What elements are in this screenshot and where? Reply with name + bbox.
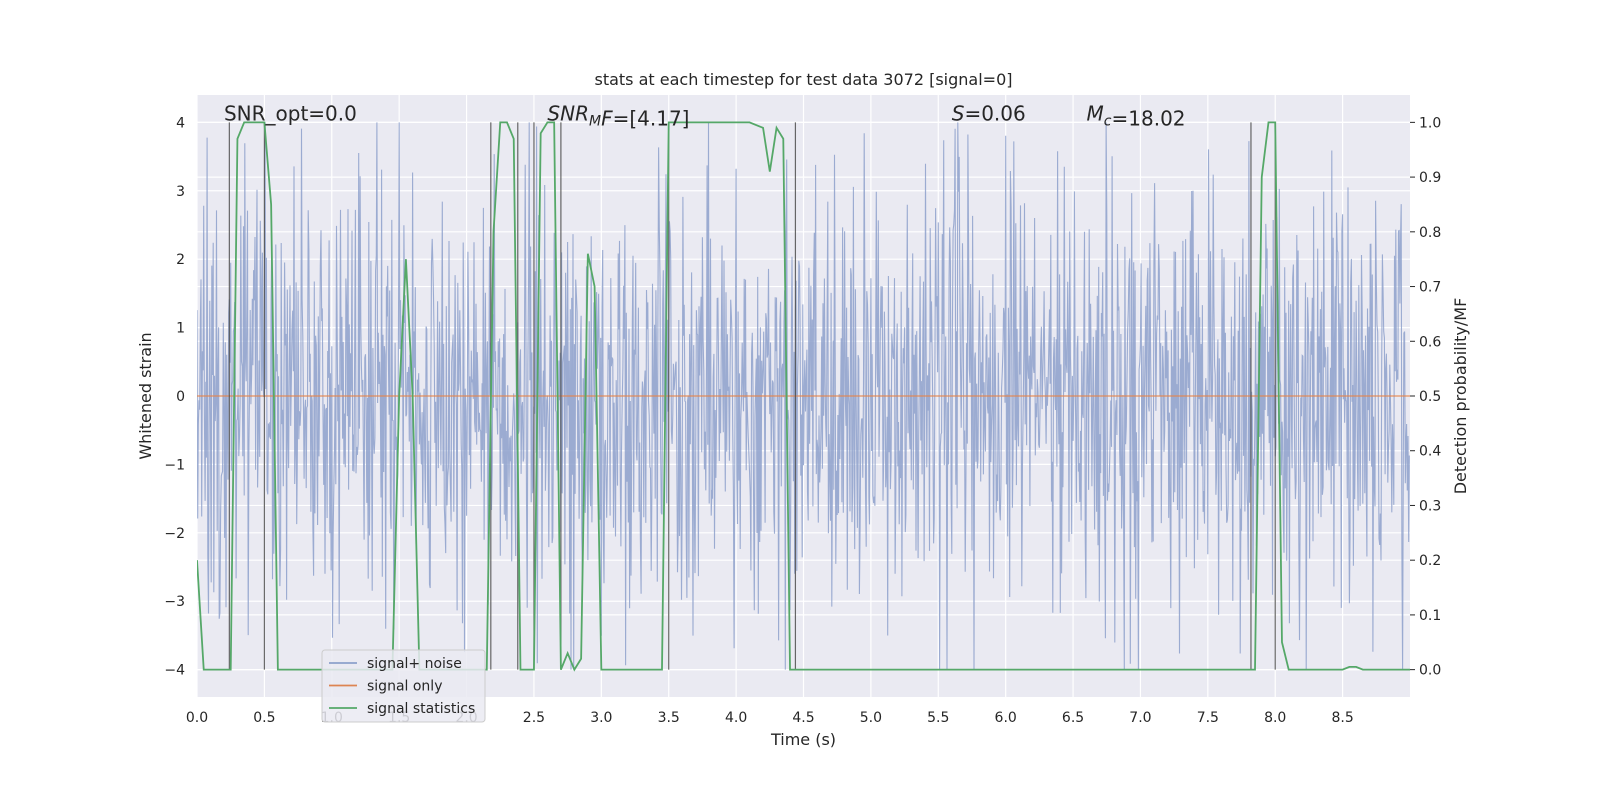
x-tick-label: 5.5	[927, 710, 949, 726]
y-tick-label: 3	[176, 184, 185, 200]
x-tick-label: 8.0	[1264, 710, 1286, 726]
x-tick-label: 0.5	[253, 710, 275, 726]
annotation-part: =[4.17]	[613, 106, 690, 130]
legend-box	[321, 649, 486, 723]
y-tick-label-right: 0.1	[1419, 608, 1441, 624]
x-tick-label: 7.0	[1129, 710, 1151, 726]
legend: signal+ noise signal only signal statist…	[321, 649, 486, 723]
y-tick-label-right: 0.8	[1419, 225, 1441, 241]
y-tick-label-right: 0.7	[1419, 280, 1441, 296]
annotation-part: M	[1087, 101, 1104, 125]
x-axis-label: Time (s)	[770, 730, 836, 749]
y-tick-label: 4	[176, 115, 185, 131]
y-tick-label-right: 0.9	[1419, 170, 1441, 186]
y-tick-label-right: 0.0	[1419, 663, 1441, 679]
legend-label-statistics: signal statistics	[367, 701, 475, 717]
y-tick-label: 0	[176, 389, 185, 405]
annotation: SNR_opt=0.0	[224, 101, 357, 125]
x-tick-label: 3.5	[658, 710, 680, 726]
y-tick-label: 1	[176, 321, 185, 337]
x-tick-label: 3.0	[590, 710, 612, 726]
y-tick-label-right: 0.5	[1419, 389, 1441, 405]
noise-trace	[197, 122, 1410, 670]
y-tick-label: −3	[164, 594, 185, 610]
y-tick-label: −1	[164, 457, 185, 473]
x-tick-label: 8.5	[1331, 710, 1353, 726]
annotation-part: =0.06	[964, 101, 1025, 125]
y-tick-label-right: 0.6	[1419, 334, 1441, 350]
annotation: S=0.06	[952, 101, 1026, 125]
x-tick-label: 7.5	[1197, 710, 1219, 726]
x-tick-label: 4.5	[792, 710, 814, 726]
chart-title: stats at each timestep for test data 307…	[594, 70, 1012, 89]
annotation-part: F	[601, 106, 613, 130]
y-tick-label: 2	[176, 252, 185, 268]
x-tick-label: 6.0	[995, 710, 1017, 726]
annotation-part: M	[589, 113, 601, 129]
annotations: SNR_opt=0.0 SNRMF=[4.17] S=0.06 Mc=18.02	[224, 101, 1186, 130]
y-tick-label-right: 0.4	[1419, 444, 1441, 460]
y-tick-label: −4	[164, 663, 185, 679]
y-axis-label-right: Detection probability/MF	[1451, 298, 1470, 495]
y-axis-label: Whitened strain	[136, 332, 155, 459]
annotation: Mc=18.02	[1087, 101, 1186, 130]
legend-label-signal-only: signal only	[367, 679, 442, 695]
annotation-part: =18.02	[1112, 106, 1186, 130]
x-tick-label: 4.0	[725, 710, 747, 726]
annotation: SNRMF=[4.17]	[547, 101, 689, 130]
x-tick-label: 2.5	[523, 710, 545, 726]
x-tick-label: 5.0	[860, 710, 882, 726]
x-tick-label: 6.5	[1062, 710, 1084, 726]
y-tick-label-right: 0.3	[1419, 498, 1441, 514]
y-tick-label: −2	[164, 526, 185, 542]
annotation-part: SNR_opt=0.0	[224, 101, 357, 125]
annotation-part: c	[1104, 113, 1112, 129]
signal-statistics-layer	[197, 121, 1410, 672]
legend-label-noise: signal+ noise	[367, 656, 462, 672]
y-ticks-left: −4 −3 −2 −1 0 1 2 3 4	[164, 115, 185, 678]
y-ticks-right: 0.0 0.1 0.2 0.3 0.4 0.5 0.6 0.7 0.8 0.9 1.0	[1410, 115, 1441, 679]
noise-series-layer	[197, 122, 1410, 670]
annotation-part: S	[952, 101, 965, 125]
x-tick-label: 0.0	[186, 710, 208, 726]
annotation-part: SNR	[547, 101, 589, 125]
y-tick-label-right: 1.0	[1419, 115, 1441, 131]
y-tick-label-right: 0.2	[1419, 553, 1441, 569]
statistics-line	[197, 121, 1410, 672]
